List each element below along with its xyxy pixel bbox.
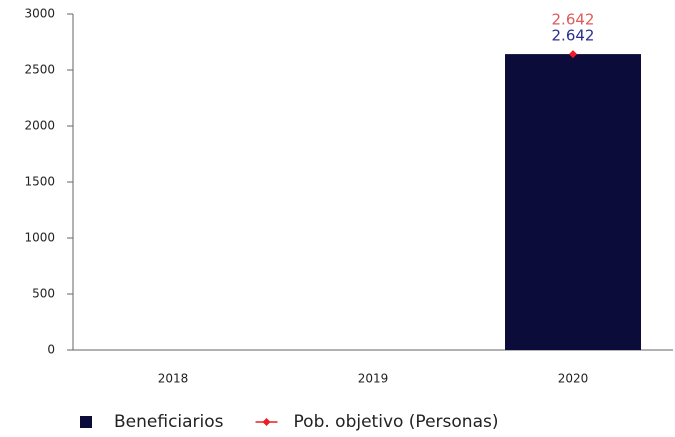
x-tick-label: 2018 — [158, 372, 189, 386]
legend-label: Beneficiarios — [114, 412, 224, 432]
x-tick-label: 2019 — [358, 372, 389, 386]
y-tick-label: 0 — [47, 343, 55, 357]
value-label: 2.642 — [552, 27, 595, 45]
legend-swatch — [80, 416, 92, 428]
y-tick-label: 1000 — [24, 231, 55, 245]
y-tick-label: 3000 — [24, 7, 55, 21]
value-label: 2.642 — [552, 11, 595, 29]
y-tick-label: 500 — [32, 287, 55, 301]
y-tick-label: 1500 — [24, 175, 55, 189]
bar — [505, 54, 641, 350]
y-tick-label: 2500 — [24, 63, 55, 77]
legend-marker — [262, 418, 271, 426]
line-point — [569, 50, 577, 59]
x-tick-label: 2020 — [558, 372, 589, 386]
y-tick-label: 2000 — [24, 119, 55, 133]
legend-label: Pob. objetivo (Personas) — [294, 412, 499, 432]
